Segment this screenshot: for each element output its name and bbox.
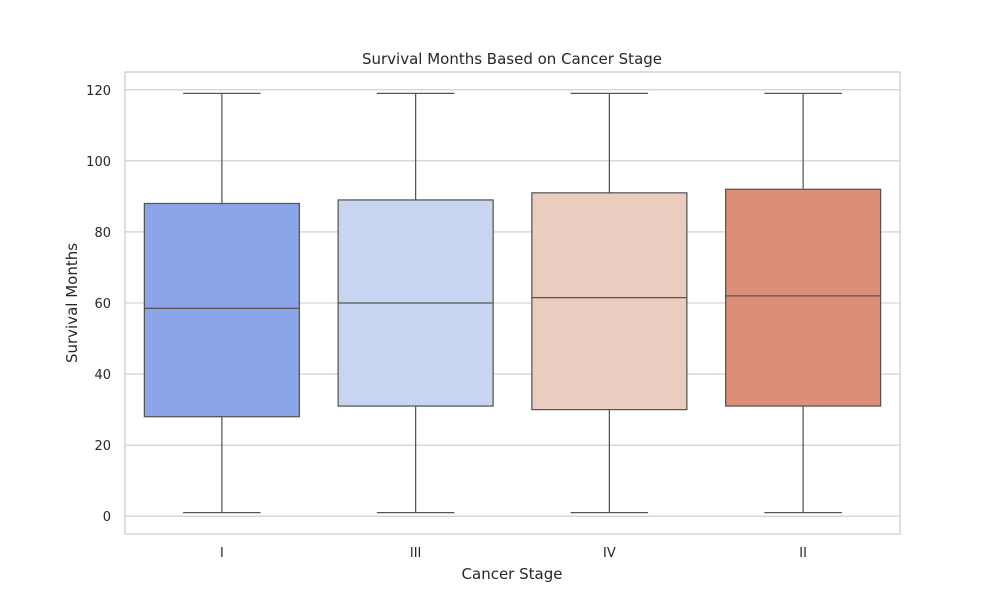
y-tick-label: 60 — [94, 297, 111, 312]
y-axis-title: Survival Months — [63, 243, 81, 363]
box-stage-IV — [531, 92, 688, 514]
chart-title: Survival Months Based on Cancer Stage — [362, 50, 662, 68]
box-stage-II — [725, 92, 882, 514]
box-stage-III — [337, 92, 494, 514]
x-axis-title: Cancer Stage — [462, 565, 563, 583]
x-tick-label: II — [799, 546, 807, 561]
y-tick-label: 0 — [103, 510, 111, 525]
y-tick-label: 40 — [94, 368, 111, 383]
y-tick-label: 120 — [86, 84, 111, 99]
box-stage-I — [143, 92, 300, 514]
box-series — [143, 92, 882, 514]
y-tick-labels: 0 20 40 60 80 100 120 — [86, 84, 111, 525]
plot-area-frame — [124, 71, 901, 535]
interquartile-box — [143, 202, 300, 418]
y-tick-label: 80 — [94, 226, 111, 241]
y-tick-label: 100 — [86, 155, 111, 170]
y-tick-label: 20 — [94, 439, 111, 454]
x-tick-label: I — [220, 546, 224, 561]
x-tick-label: III — [410, 546, 422, 561]
x-tick-label: IV — [603, 546, 616, 561]
interquartile-box — [531, 192, 688, 411]
interquartile-box — [725, 188, 882, 407]
x-tick-labels: I III IV II — [220, 546, 807, 561]
